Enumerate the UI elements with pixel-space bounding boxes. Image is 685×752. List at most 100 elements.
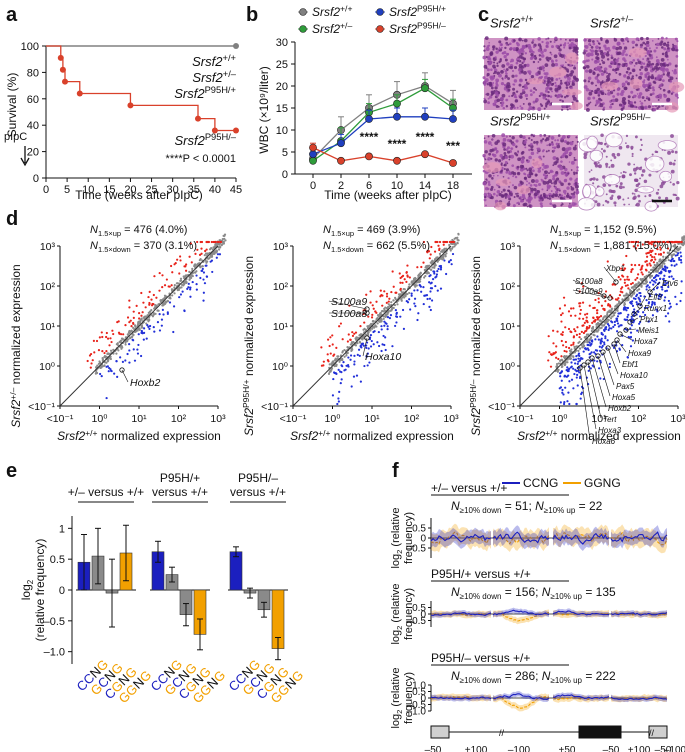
d-point-down xyxy=(667,299,670,303)
d-point-up xyxy=(328,344,331,348)
d-point-up xyxy=(395,291,398,294)
histology-cell xyxy=(500,194,505,198)
d-point-down xyxy=(612,346,616,350)
histology-cell xyxy=(598,46,602,50)
d-point-down xyxy=(121,360,125,363)
d-point-up xyxy=(618,293,621,297)
d-point-up xyxy=(371,304,374,307)
histology-cell xyxy=(533,187,537,192)
histology-cell xyxy=(513,39,516,42)
d-point-up xyxy=(555,356,558,359)
d-point-up xyxy=(140,291,143,295)
histology-cell xyxy=(518,55,523,59)
d-point-up xyxy=(205,240,209,244)
histology-cell xyxy=(485,204,487,207)
d-point-up xyxy=(636,276,639,280)
d-point-up xyxy=(190,261,193,264)
d-point-down xyxy=(187,286,190,289)
d-point-grey xyxy=(330,363,333,366)
histology-cell xyxy=(543,194,546,198)
histology-cell xyxy=(626,67,631,71)
d-point-down xyxy=(606,322,610,326)
histology-cell xyxy=(648,53,652,57)
d-point-down xyxy=(438,265,441,268)
d-point-down xyxy=(632,321,635,324)
d-gene-label: Hoxa5 xyxy=(612,393,636,402)
d-point-up xyxy=(130,325,133,328)
d-ylabel-rest: normalized expression xyxy=(9,264,23,387)
histology-cell xyxy=(511,136,515,140)
histology-cell xyxy=(543,48,547,52)
d-point-down xyxy=(602,377,605,381)
d-point-down xyxy=(650,305,653,309)
f-xtick-label: –50 xyxy=(655,745,672,752)
d-point-down xyxy=(449,258,452,262)
histology-cell xyxy=(506,194,511,199)
d-point-down xyxy=(616,322,620,325)
histology-cell xyxy=(573,191,576,194)
d-point-down xyxy=(126,352,129,356)
d-point-grey xyxy=(622,294,626,297)
histology-cell xyxy=(555,59,558,62)
d-gene-label: Hoxa3 xyxy=(598,426,622,435)
histology-cell xyxy=(668,62,672,66)
d-point-down xyxy=(353,363,356,366)
f-n2: N xyxy=(542,669,551,683)
d-point-down xyxy=(576,384,579,387)
histology-cell xyxy=(547,90,550,94)
d-point-grey xyxy=(609,317,613,320)
d-point-down xyxy=(339,381,342,385)
d-point-down xyxy=(430,281,433,284)
d-point-down xyxy=(429,290,432,293)
histology-cell xyxy=(642,62,646,65)
histology-label-gene: Srsf2 xyxy=(590,15,621,31)
b-legend-p95h-null-sup: P95H/– xyxy=(417,20,446,30)
d-point-down xyxy=(152,326,155,329)
a-legend-p95h-null-gene: Srsf2 xyxy=(174,133,205,148)
d-point-up xyxy=(641,273,644,276)
d-point-grey xyxy=(223,234,226,237)
d-point-down xyxy=(561,388,564,392)
histology-cell xyxy=(487,61,492,66)
histology-cell xyxy=(513,185,518,190)
histology-cell xyxy=(521,157,525,160)
histology-label: Srsf2P95H/+ xyxy=(490,112,551,128)
d-point-down xyxy=(676,253,679,257)
d-point-down xyxy=(632,297,636,300)
d-point-grey xyxy=(214,243,217,246)
histology-cell xyxy=(523,202,528,207)
histology-cell xyxy=(563,96,567,99)
histology-cell xyxy=(640,144,643,147)
d-point-down xyxy=(168,301,172,304)
histology-cell xyxy=(532,91,535,94)
d-point-up xyxy=(362,312,365,316)
histology-cell xyxy=(568,161,571,163)
f-n: N xyxy=(451,585,460,599)
d-point-grey xyxy=(367,330,370,334)
d-point-grey xyxy=(218,239,221,242)
d-point-up xyxy=(607,303,610,306)
histology-cell xyxy=(546,144,549,147)
d-xlabel-gene: Srsf2 xyxy=(290,429,318,443)
d-point-grey xyxy=(194,263,197,267)
histology-cell xyxy=(540,178,543,181)
d-point-grey xyxy=(431,261,434,264)
histology-cell xyxy=(576,166,579,169)
histology-cell xyxy=(492,46,495,48)
histology-cell xyxy=(587,102,591,105)
e-bar-ccng xyxy=(229,551,243,591)
f-ylabel-log: log xyxy=(390,554,402,569)
histology-cell xyxy=(654,77,657,80)
d-point-down xyxy=(563,375,566,378)
histology-cell xyxy=(603,44,607,48)
d-point-down xyxy=(410,292,413,295)
histology-cell xyxy=(602,106,606,109)
a-legend-p95h-het-sup: P95H/+ xyxy=(205,85,236,95)
histology-cell xyxy=(498,60,501,64)
histology-cell xyxy=(591,58,594,61)
f-down-sub: ≥10% down xyxy=(460,592,502,601)
histology-cell xyxy=(535,98,539,102)
d-point-down xyxy=(566,366,569,369)
histology-cell xyxy=(560,108,564,111)
d-point-grey xyxy=(350,347,354,351)
